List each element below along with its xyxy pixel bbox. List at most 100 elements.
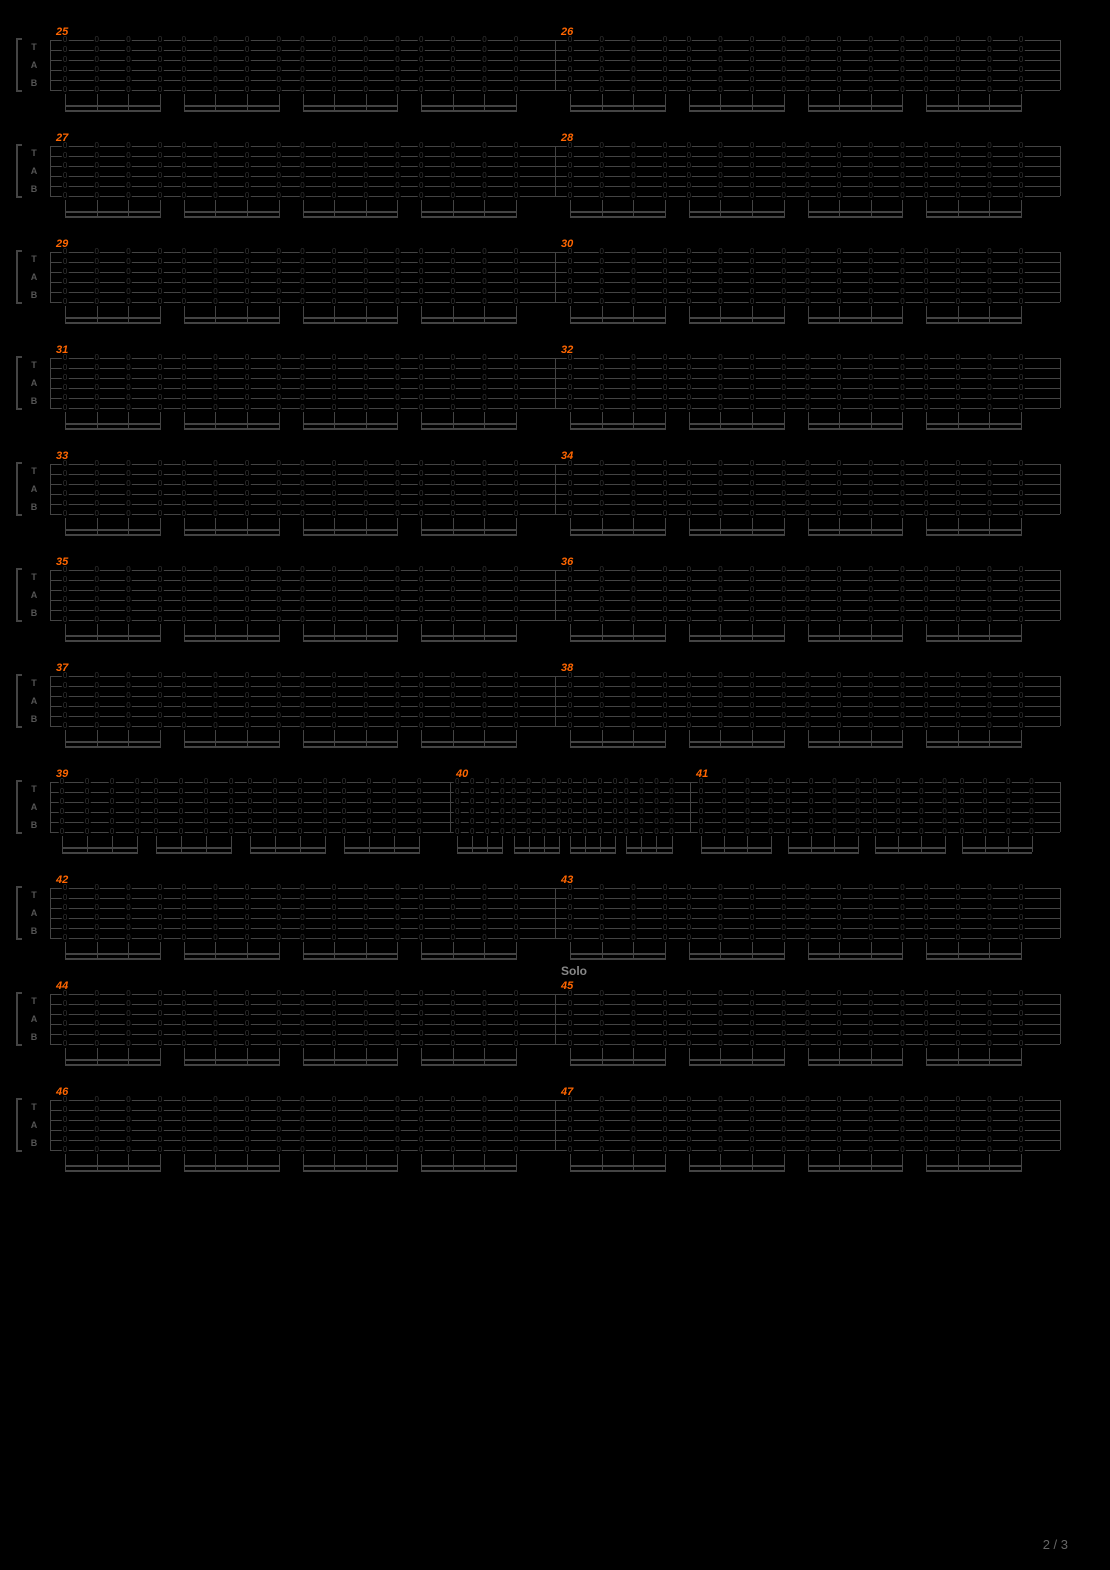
fret-number: 0 — [717, 490, 723, 498]
fret-number: 0 — [394, 66, 400, 74]
fret-number: 0 — [450, 500, 456, 508]
fret-number: 0 — [955, 692, 961, 700]
fret-number: 0 — [899, 470, 905, 478]
fret-number: 0 — [481, 86, 487, 94]
fret-number: 0 — [62, 162, 68, 170]
fret-number: 0 — [331, 1146, 337, 1154]
fret-number: 0 — [955, 934, 961, 942]
fret-number: 0 — [450, 490, 456, 498]
fret-number: 0 — [394, 702, 400, 710]
fret-number: 0 — [416, 778, 422, 786]
fret-number: 0 — [717, 606, 723, 614]
fret-number: 0 — [181, 596, 187, 604]
fret-number: 0 — [781, 172, 787, 180]
fret-number: 0 — [597, 828, 603, 836]
fret-number: 0 — [986, 566, 992, 574]
fret-number: 0 — [276, 162, 282, 170]
fret-number: 0 — [868, 162, 874, 170]
fret-number: 0 — [567, 500, 573, 508]
fret-number: 0 — [941, 818, 947, 826]
fret-number: 0 — [986, 1116, 992, 1124]
fret-number: 0 — [59, 798, 65, 806]
fret-number: 0 — [567, 76, 573, 84]
fret-number: 0 — [125, 298, 131, 306]
fret-number: 0 — [276, 364, 282, 372]
fret-number: 0 — [450, 1106, 456, 1114]
fret-number: 0 — [181, 490, 187, 498]
fret-number: 0 — [181, 86, 187, 94]
fret-number: 0 — [1018, 384, 1024, 392]
fret-number: 0 — [567, 510, 573, 518]
fret-number: 0 — [62, 404, 68, 412]
fret-number: 0 — [157, 384, 163, 392]
fret-number: 0 — [630, 46, 636, 54]
fret-number: 0 — [157, 354, 163, 362]
fret-number: 0 — [181, 374, 187, 382]
fret-number: 0 — [276, 76, 282, 84]
fret-number: 0 — [363, 596, 369, 604]
fret-number: 0 — [450, 162, 456, 170]
fret-number: 0 — [363, 1106, 369, 1114]
fret-number: 0 — [62, 374, 68, 382]
fret-number: 0 — [499, 788, 505, 796]
fret-number: 0 — [868, 616, 874, 624]
barline — [555, 1100, 556, 1150]
fret-number: 0 — [599, 394, 605, 402]
fret-number: 0 — [125, 480, 131, 488]
fret-number: 0 — [62, 924, 68, 932]
fret-number: 0 — [599, 586, 605, 594]
fret-number: 0 — [331, 924, 337, 932]
fret-number: 0 — [868, 460, 874, 468]
fret-number: 0 — [836, 278, 842, 286]
fret-number: 0 — [630, 374, 636, 382]
fret-number: 0 — [986, 702, 992, 710]
fret-number: 0 — [331, 934, 337, 942]
fret-number: 0 — [686, 1146, 692, 1154]
fret-number: 0 — [418, 460, 424, 468]
fret-number: 0 — [923, 192, 929, 200]
fret-number: 0 — [94, 66, 100, 74]
fret-number: 0 — [94, 298, 100, 306]
fret-number: 0 — [276, 682, 282, 690]
fret-number: 0 — [721, 818, 727, 826]
fret-number: 0 — [804, 692, 810, 700]
fret-number: 0 — [749, 86, 755, 94]
fret-number: 0 — [157, 248, 163, 256]
fret-number: 0 — [804, 470, 810, 478]
fret-number: 0 — [662, 566, 668, 574]
fret-number: 0 — [804, 46, 810, 54]
fret-number: 0 — [662, 152, 668, 160]
fret-number: 0 — [299, 470, 305, 478]
fret-number: 0 — [331, 510, 337, 518]
fret-number: 0 — [276, 1126, 282, 1134]
barline — [50, 782, 51, 832]
fret-number: 0 — [513, 56, 519, 64]
fret-number: 0 — [94, 576, 100, 584]
fret-number: 0 — [276, 268, 282, 276]
fret-number: 0 — [955, 480, 961, 488]
fret-number: 0 — [212, 278, 218, 286]
fret-number: 0 — [899, 616, 905, 624]
fret-number: 0 — [94, 672, 100, 680]
fret-number: 0 — [181, 354, 187, 362]
fret-number: 0 — [247, 798, 253, 806]
fret-number: 0 — [481, 248, 487, 256]
fret-number: 0 — [540, 818, 546, 826]
note-beam — [303, 640, 399, 642]
fret-number: 0 — [322, 788, 328, 796]
fret-number: 0 — [717, 480, 723, 488]
fret-number: 0 — [513, 298, 519, 306]
fret-number: 0 — [181, 692, 187, 700]
fret-number: 0 — [276, 36, 282, 44]
fret-number: 0 — [986, 712, 992, 720]
fret-number: 0 — [599, 1146, 605, 1154]
fret-number: 0 — [854, 778, 860, 786]
fret-number: 0 — [181, 1040, 187, 1048]
fret-number: 0 — [749, 480, 755, 488]
note-beam — [65, 1064, 161, 1066]
fret-number: 0 — [394, 1040, 400, 1048]
fret-number: 0 — [923, 884, 929, 892]
fret-number: 0 — [567, 268, 573, 276]
fret-number: 0 — [1018, 268, 1024, 276]
note-beam — [421, 741, 517, 743]
